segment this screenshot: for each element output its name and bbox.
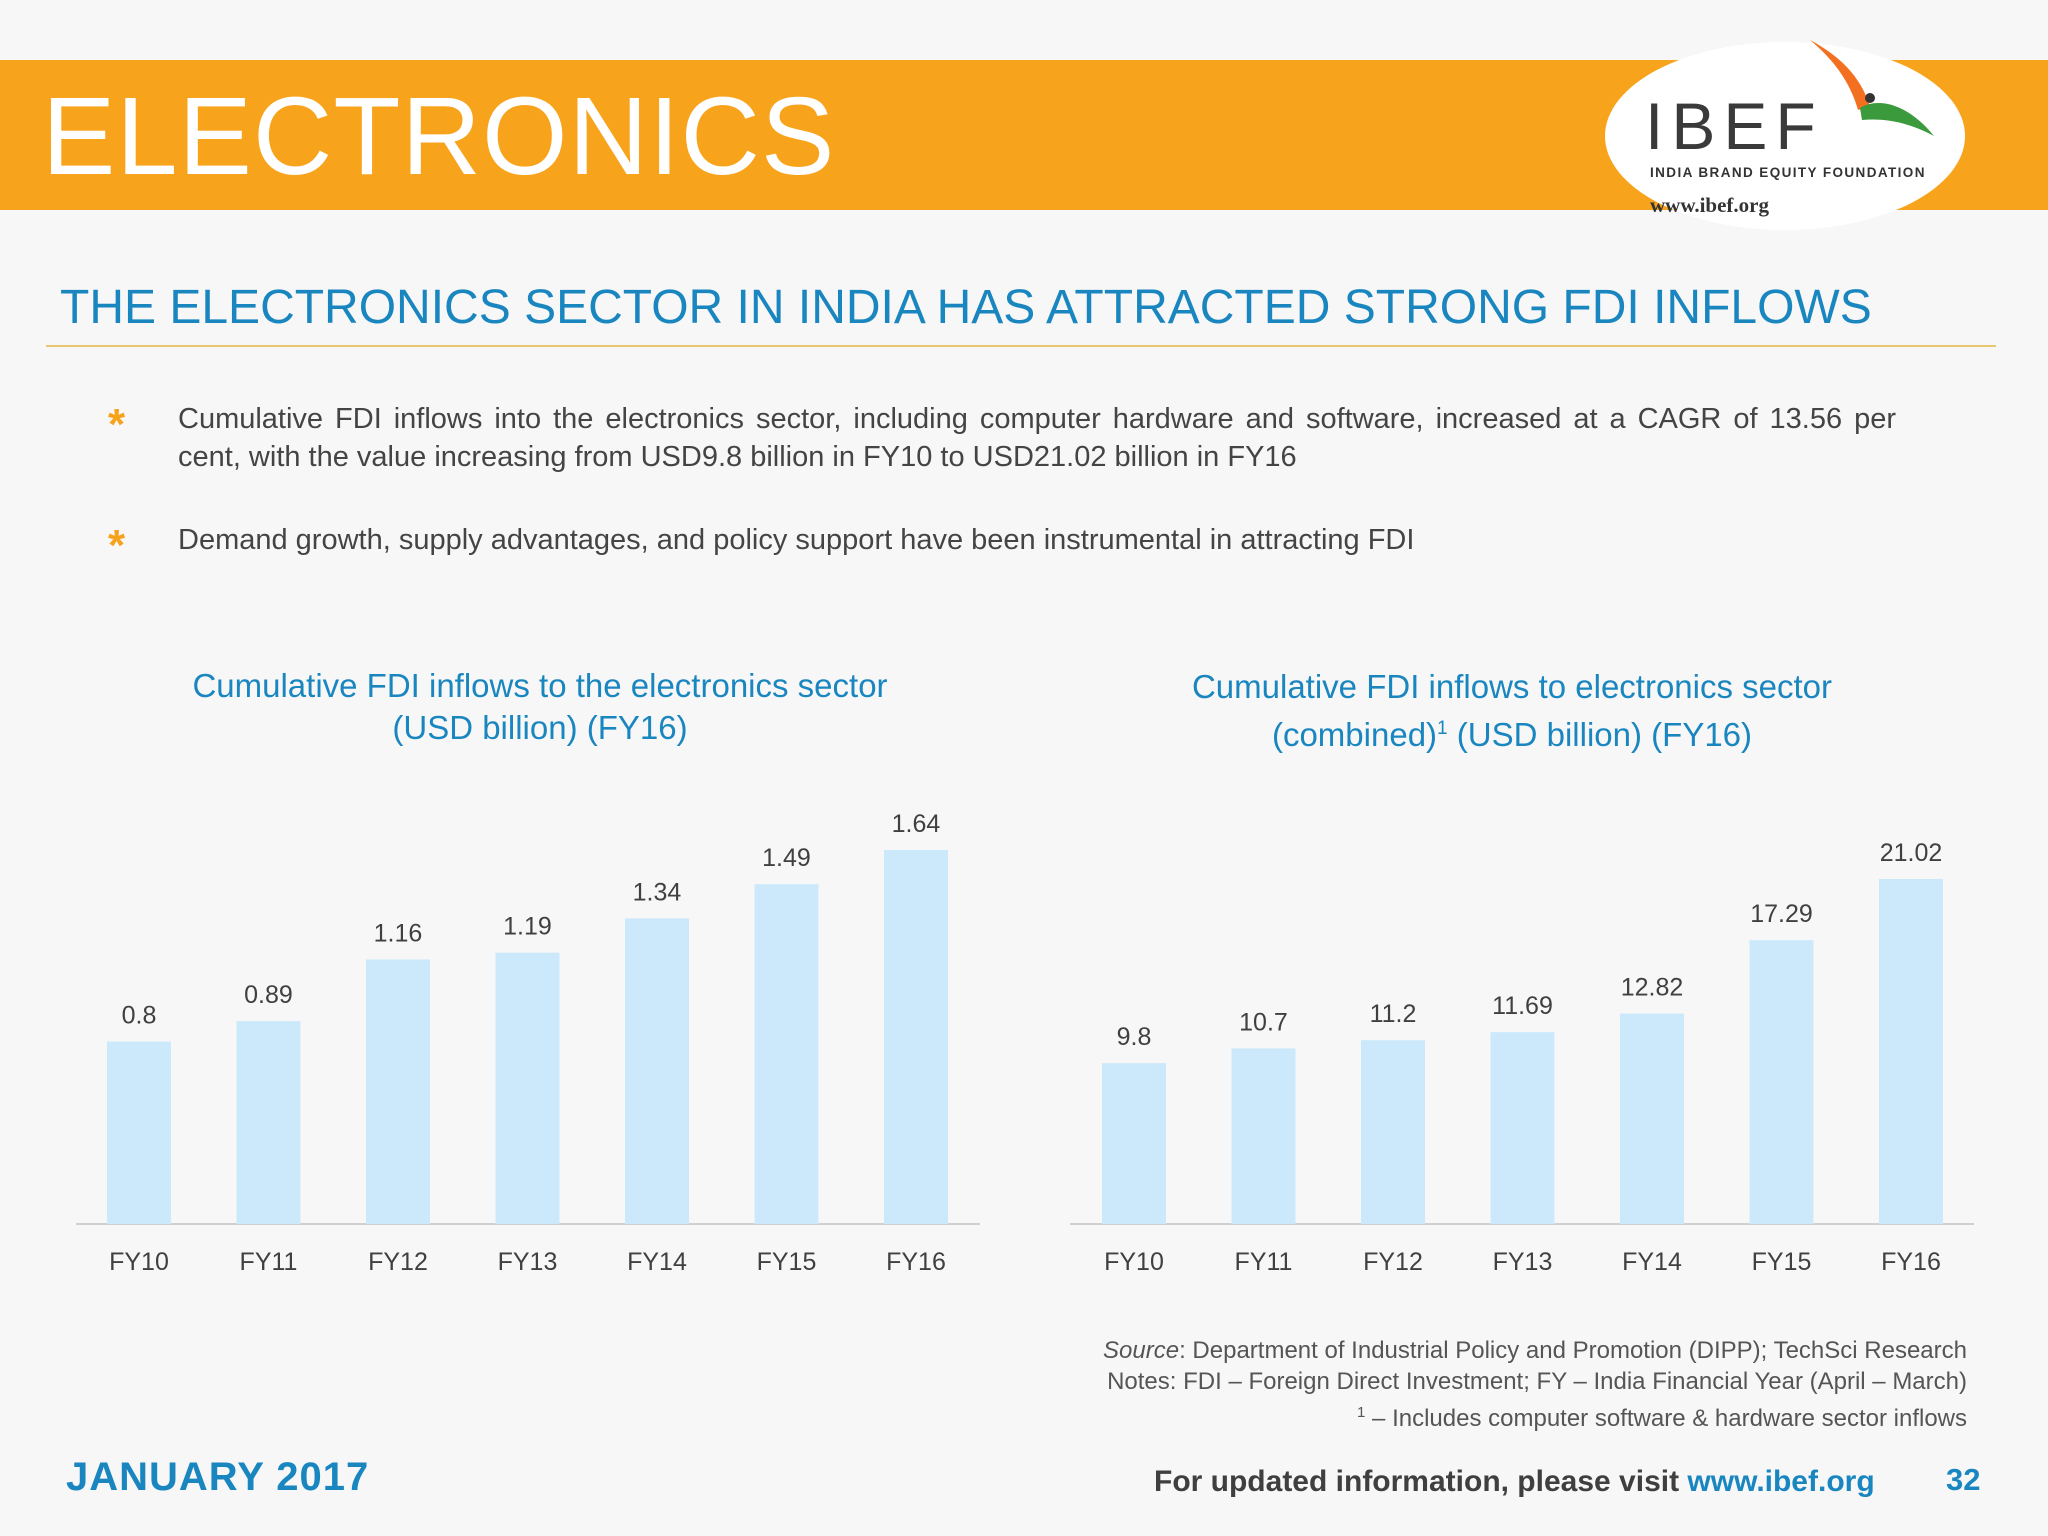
x-tick-label: FY12 (368, 1248, 428, 1276)
bird-logo-icon (1810, 40, 1934, 136)
chart-title-line: Cumulative FDI inflows to the electronic… (192, 667, 888, 704)
data-label: 1.19 (503, 913, 552, 941)
data-label: 10.7 (1239, 1008, 1288, 1036)
bar (1361, 1040, 1425, 1224)
x-tick-label: FY15 (757, 1248, 817, 1276)
x-tick-label: FY12 (1363, 1248, 1423, 1276)
logo-subtitle: INDIA BRAND EQUITY FOUNDATION (1650, 165, 1926, 180)
bar (107, 1041, 171, 1224)
bar (236, 1021, 301, 1224)
x-tick-label: FY13 (1493, 1248, 1553, 1276)
x-tick-label: FY16 (1881, 1248, 1941, 1276)
bullet-text: Cumulative FDI inflows into the electron… (178, 403, 1896, 473)
footer-url-link[interactable]: www.ibef.org (1687, 1465, 1875, 1498)
bullet-marker-icon: * (108, 521, 126, 570)
footnote-marker: 1 (1357, 1404, 1366, 1421)
notes-line: Notes: FDI – Foreign Direct Investment; … (1107, 1368, 1967, 1395)
x-tick-label: FY10 (1104, 1248, 1164, 1276)
bar (1749, 940, 1814, 1224)
page-number: 32 (1946, 1462, 1981, 1497)
data-label: 1.34 (633, 878, 682, 906)
chart-title-left: Cumulative FDI inflows to the electronic… (140, 665, 940, 749)
bar (1879, 879, 1943, 1224)
chart-title-line: (combined)1 (USD billion) (FY16) (1112, 708, 1912, 756)
chart-title-part: (combined) (1271, 716, 1438, 753)
page-title: ELECTRONICS (42, 75, 836, 198)
section-headline: THE ELECTRONICS SECTOR IN INDIA HAS ATTR… (60, 281, 1872, 334)
x-tick-label: FY11 (1235, 1248, 1293, 1276)
x-tick-label: FY15 (1752, 1248, 1812, 1276)
data-label: 11.69 (1492, 992, 1553, 1020)
x-tick-label: FY16 (886, 1248, 946, 1276)
chart-title-line: (USD billion) (FY16) (392, 709, 688, 746)
source-label: Source (1103, 1337, 1180, 1364)
chart-title-part: (USD billion) (FY16) (1447, 716, 1753, 753)
logo-wordmark: IBEF (1645, 89, 1824, 163)
bar (1102, 1063, 1166, 1224)
chart-title-right: Cumulative FDI inflows to electronics se… (1112, 666, 1912, 756)
data-label: 1.64 (892, 810, 941, 838)
footnote-line: 1 – Includes computer software & hardwar… (1103, 1397, 1967, 1434)
bar (366, 959, 430, 1224)
x-tick-label: FY13 (498, 1248, 558, 1276)
bar (1231, 1048, 1296, 1224)
data-label: 11.2 (1370, 1000, 1417, 1028)
footnote-text: – Includes computer software & hardware … (1365, 1405, 1967, 1432)
x-tick-label: FY10 (109, 1248, 169, 1276)
bullet-text: Demand growth, supply advantages, and po… (178, 524, 1415, 556)
data-label: 1.49 (762, 844, 811, 872)
bar (884, 850, 948, 1224)
bar (1490, 1032, 1555, 1224)
data-label: 21.02 (1880, 839, 1943, 867)
bar (625, 918, 689, 1224)
data-label: 0.89 (244, 981, 293, 1009)
x-tick-label: FY14 (627, 1248, 687, 1276)
logo-url[interactable]: www.ibef.org (1650, 193, 1769, 217)
footer-date: JANUARY 2017 (66, 1455, 370, 1499)
bullet-marker-icon: * (108, 400, 126, 449)
source-text: : Department of Industrial Policy and Pr… (1179, 1337, 1967, 1364)
footer-visit-text: For updated information, please visit (1154, 1465, 1688, 1498)
source-line: Source: Department of Industrial Policy … (1103, 1335, 1967, 1366)
footer-visit: For updated information, please visit ww… (1154, 1465, 1875, 1499)
bar (495, 952, 560, 1224)
footnote-marker: 1 (1437, 718, 1448, 739)
data-label: 1.16 (374, 919, 423, 947)
data-label: 0.8 (122, 1002, 157, 1030)
data-label: 17.29 (1750, 900, 1813, 928)
bar (1620, 1013, 1684, 1224)
logo-badge (1605, 42, 1965, 230)
headline-divider (46, 345, 1996, 347)
chart-title-line: Cumulative FDI inflows to electronics se… (1191, 668, 1833, 705)
data-label: 9.8 (1117, 1023, 1152, 1051)
data-label: 12.82 (1621, 974, 1684, 1002)
bar (754, 884, 819, 1224)
x-tick-label: FY14 (1622, 1248, 1682, 1276)
source-notes: Source: Department of Industrial Policy … (1103, 1335, 1967, 1434)
x-tick-label: FY11 (240, 1248, 298, 1276)
